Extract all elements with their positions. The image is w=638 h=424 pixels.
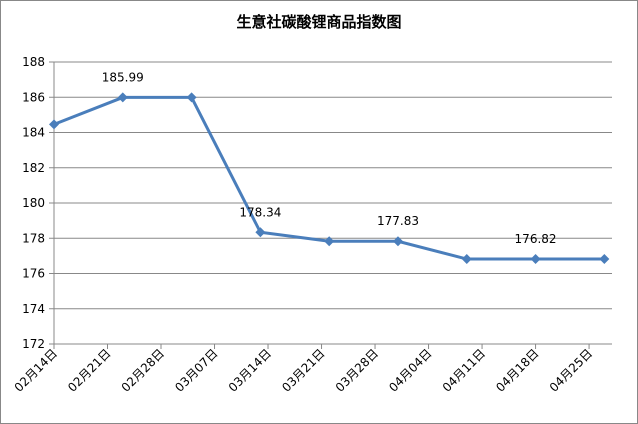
data-marker: [186, 92, 197, 103]
data-marker: [117, 92, 128, 103]
y-tick-label: 176: [22, 267, 45, 281]
data-label: 176.82: [515, 232, 557, 246]
data-label: 177.83: [377, 214, 419, 228]
y-tick-label: 180: [22, 196, 45, 210]
y-tick-label: 182: [22, 161, 45, 175]
chart-title: 生意社碳酸锂商品指数图: [236, 13, 401, 31]
data-marker: [255, 227, 266, 238]
data-marker: [392, 236, 403, 247]
data-marker: [530, 254, 541, 265]
data-label: 178.34: [239, 205, 281, 219]
y-tick-label: 172: [22, 337, 45, 351]
y-tick-label: 186: [22, 90, 45, 104]
y-tick-label: 188: [22, 55, 45, 69]
data-marker: [49, 119, 59, 130]
y-tick-label: 184: [22, 126, 45, 140]
data-label: 185.99: [102, 70, 144, 84]
data-marker: [324, 236, 335, 247]
y-tick-label: 174: [22, 302, 45, 316]
y-tick-label: 178: [22, 231, 45, 245]
data-marker: [599, 254, 610, 265]
data-marker: [461, 254, 472, 265]
